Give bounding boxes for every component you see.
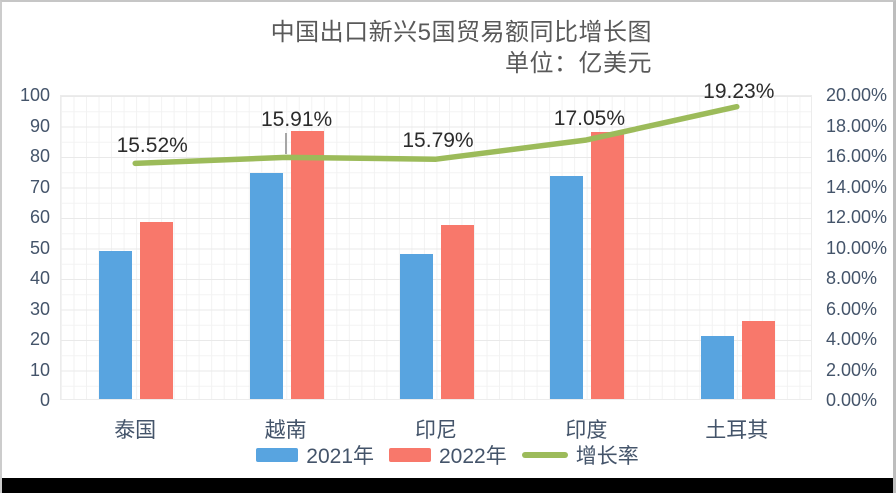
window-bottom-edge [2, 478, 893, 493]
bar-2021年 [249, 173, 283, 399]
growth-rate-data-label: 15.91% [260, 108, 333, 132]
bar-2022年 [591, 132, 625, 399]
y-axis-tick-label: 10 [29, 359, 50, 380]
secondary-y-axis-tick-label: 20.00% [826, 85, 888, 105]
secondary-y-axis-tick-label: 12.00% [826, 207, 888, 227]
legend-label: 2022年 [439, 445, 507, 468]
growth-rate-data-label: 19.23% [703, 79, 775, 103]
bar-2022年 [290, 130, 324, 399]
secondary-y-axis-tick-label: 10.00% [826, 237, 888, 258]
growth-rate-data-label: 17.05% [553, 106, 626, 130]
legend-item-2022年: 2022年 [389, 440, 507, 470]
x-axis-category-label: 土耳其 [705, 419, 769, 442]
x-axis-category-label: 印度 [565, 419, 608, 442]
bar-2022年 [140, 222, 174, 399]
bar-2022年 [441, 225, 474, 399]
secondary-y-axis-tick-label: 0.00% [826, 390, 878, 410]
bar-2021年 [700, 336, 734, 399]
y-axis-tick-label: 100 [19, 85, 50, 105]
chart-title-block: 中国出口新兴5国贸易额同比增长图 单位：亿美元 [2, 17, 652, 79]
y-axis-tick-label: 20 [29, 329, 50, 349]
legend-item-增长率: 增长率 [521, 440, 639, 470]
legend-item-2021年: 2021年 [256, 440, 374, 470]
x-axis-category-label: 印尼 [415, 419, 457, 442]
bar-2021年 [550, 176, 584, 399]
legend-color-swatch-icon [389, 448, 431, 462]
y-axis-tick-label: 90 [29, 115, 50, 136]
x-axis-category-label: 泰国 [114, 419, 157, 442]
chart-legend: 2021年 2022年 增长率 [2, 440, 893, 470]
secondary-y-axis-tick-label: 8.00% [826, 268, 878, 288]
chart-subtitle: 单位：亿美元 [505, 50, 652, 77]
data-label-leader-line [284, 133, 287, 155]
growth-rate-polyline [132, 103, 740, 167]
growth-rate-data-label: 15.52% [116, 134, 188, 158]
legend-color-swatch-icon [256, 448, 299, 462]
y-axis-tick-label: 0 [39, 390, 50, 410]
y-axis-tick-label: 70 [29, 176, 50, 197]
secondary-y-axis-tick-label: 2.00% [826, 359, 878, 380]
secondary-y-axis-tick-label: 16.00% [826, 146, 888, 166]
bar-2021年 [99, 251, 133, 399]
bar-2022年 [741, 321, 775, 399]
y-axis-tick-label: 40 [29, 268, 50, 288]
secondary-y-axis-tick-label: 14.00% [826, 176, 888, 197]
x-axis-category-label: 越南 [264, 419, 307, 442]
y-axis-tick-label: 30 [29, 298, 50, 319]
secondary-y-axis-tick-label: 18.00% [826, 115, 888, 136]
legend-label: 增长率 [575, 445, 639, 468]
legend-label: 2021年 [306, 445, 374, 468]
secondary-y-axis-tick-label: 4.00% [826, 329, 878, 349]
y-axis-tick-label: 80 [29, 146, 50, 166]
y-axis-tick-label: 50 [29, 237, 50, 258]
legend-line-swatch-icon [521, 452, 568, 458]
chart-title: 中国出口新兴5国贸易额同比增长图 [270, 19, 652, 46]
growth-rate-line [132, 103, 740, 167]
y-axis-tick-label: 60 [29, 207, 50, 227]
bar-2021年 [400, 254, 433, 399]
plot-area [60, 95, 812, 400]
growth-rate-data-label: 15.79% [402, 129, 474, 153]
secondary-y-axis-tick-label: 6.00% [826, 298, 878, 319]
